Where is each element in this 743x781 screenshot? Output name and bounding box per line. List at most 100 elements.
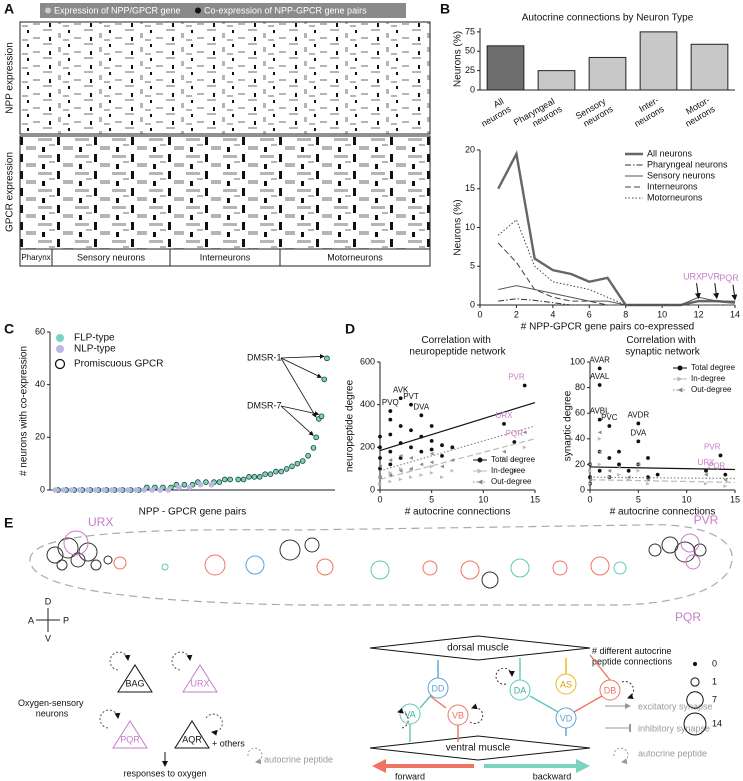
point	[723, 477, 728, 482]
legend-label: All neurons	[647, 148, 693, 158]
point	[203, 479, 209, 485]
annotation-arrow	[280, 357, 322, 378]
legend-label: Out-degree	[491, 477, 532, 486]
annotation: URX	[698, 458, 716, 467]
point	[440, 453, 444, 458]
x-tick-label: 6	[587, 309, 592, 319]
annotation: DVA	[630, 428, 647, 437]
annotation: AVDR	[628, 411, 650, 420]
point	[92, 487, 99, 493]
y-tick-label: 200	[360, 442, 375, 452]
x-axis-label: # autocrine connections	[610, 507, 716, 518]
y-tick-label: 75	[465, 26, 475, 36]
point	[149, 487, 155, 493]
size-legend-label: 14	[712, 718, 722, 728]
muscle-label: dorsal muscle	[447, 643, 509, 654]
annotation-arrow	[280, 354, 325, 359]
legend-marker	[477, 479, 483, 485]
legend-marker	[477, 457, 483, 463]
x-axis-label: # autocrine connections	[405, 507, 511, 518]
annotation: PQR	[506, 429, 524, 438]
legend-dot	[45, 7, 51, 14]
neuron	[427, 677, 449, 699]
point	[636, 468, 641, 473]
point	[262, 471, 268, 478]
gpcr-matrix	[19, 135, 431, 250]
y-axis-label: synaptic degree	[563, 390, 574, 461]
legend-marker	[56, 334, 64, 342]
panel-label: C	[4, 321, 14, 337]
worm-outline	[29, 524, 733, 606]
panel-label: A	[4, 1, 14, 17]
point	[313, 434, 319, 441]
x-tick-label: Inter-neurons	[628, 95, 667, 129]
series-line	[497, 150, 736, 307]
annotation: AVK	[393, 385, 409, 394]
legend-marker	[677, 387, 683, 393]
y-axis-label: # neurons with co-expression	[19, 346, 30, 476]
point	[588, 468, 592, 473]
size-legend-title: # different autocrine peptide connection…	[592, 646, 674, 666]
point	[208, 481, 215, 488]
point	[450, 468, 455, 473]
neuron-label: AQR	[182, 734, 202, 744]
y-tick-label: 400	[360, 399, 375, 409]
point	[409, 402, 413, 407]
legend-label: Total degree	[691, 363, 736, 372]
point	[409, 475, 413, 480]
arrow-head	[372, 759, 386, 773]
x-tick-label: 10	[478, 494, 488, 504]
point	[318, 413, 325, 420]
column-group: Pharynx	[21, 253, 50, 262]
size-legend-label: 1	[712, 676, 717, 686]
point	[60, 487, 67, 493]
fit-line	[379, 425, 536, 472]
point	[718, 453, 723, 458]
autocrine-icon	[247, 747, 263, 765]
neuron-triangle	[117, 664, 153, 693]
point	[429, 464, 434, 469]
column-group: Motorneurons	[327, 252, 383, 262]
size-legend-circle	[692, 661, 698, 667]
annotation: PVR	[704, 443, 721, 452]
neuron	[555, 673, 577, 695]
point	[512, 440, 517, 444]
x-tick-label: 15	[730, 494, 740, 504]
point	[388, 479, 393, 484]
point	[597, 417, 602, 422]
point	[235, 476, 242, 483]
point	[409, 428, 413, 433]
neuron-triangle	[174, 720, 210, 749]
point	[221, 476, 228, 483]
size-legend-circle	[690, 677, 700, 687]
row-group: GPCR expression	[5, 152, 16, 232]
legend-dot	[195, 7, 201, 14]
point	[109, 487, 115, 493]
x-tick-label: 15	[530, 494, 540, 504]
x-tick-label: 5	[636, 494, 641, 504]
annotation: AVBL	[590, 407, 610, 416]
point	[176, 484, 182, 491]
x-tick-label: 0	[477, 309, 482, 319]
panel-label: B	[440, 1, 450, 17]
axis-label: P	[63, 615, 69, 625]
x-tick-label: 12	[694, 309, 704, 319]
point	[267, 471, 274, 478]
key-label: autocrine peptide	[638, 748, 707, 758]
point	[588, 477, 592, 482]
point	[597, 383, 602, 387]
x-tick-label: 0	[377, 494, 382, 504]
others-label: + others	[212, 738, 245, 748]
y-tick-label: 10	[465, 222, 475, 232]
direction-label: backward	[533, 771, 572, 781]
point	[512, 458, 517, 463]
point	[378, 456, 382, 460]
y-tick-label: 0	[580, 484, 585, 494]
direction-label: forward	[395, 771, 425, 781]
legend-marker	[677, 376, 683, 382]
point	[52, 487, 59, 493]
point	[450, 458, 455, 463]
point	[522, 445, 527, 450]
